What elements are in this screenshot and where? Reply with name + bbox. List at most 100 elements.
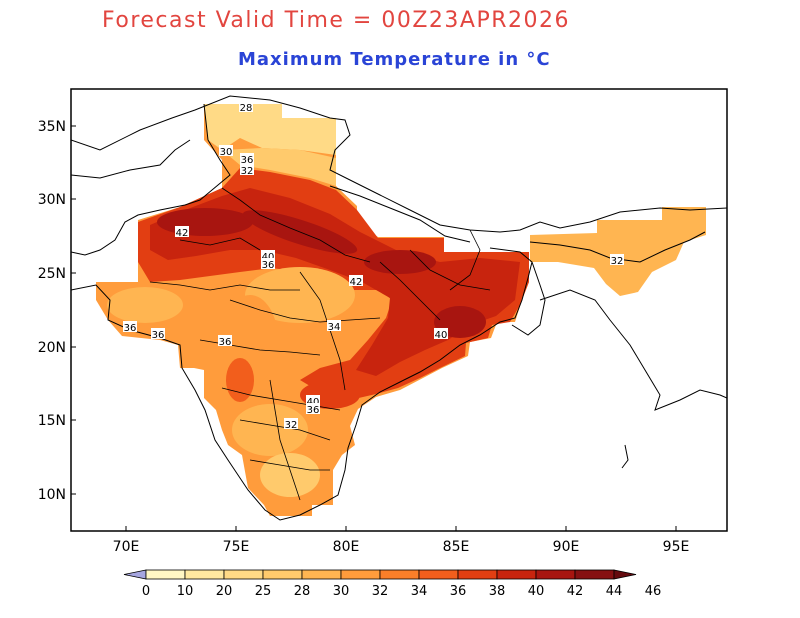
colorbar-swatch (418, 569, 459, 580)
contour-label: 42 (349, 275, 363, 288)
colorbar-tick-label: 0 (142, 584, 150, 599)
colorbar-swatch (340, 569, 381, 580)
field-cool-pocket (232, 404, 308, 456)
contour-label-text: 40 (435, 330, 448, 341)
field-hotter-core (150, 188, 520, 376)
field-cool-pocket (245, 267, 355, 323)
contour-label-text: 36 (241, 155, 254, 166)
colorbar-tick-label: 42 (567, 584, 584, 599)
lat-label: 15N (38, 413, 66, 429)
colorbar-tick-label: 36 (450, 584, 467, 599)
contour-label-text: 36 (124, 323, 137, 334)
contour-label: 36 (151, 328, 165, 341)
colorbar-tick-label: 10 (177, 584, 194, 599)
island-coast (621, 444, 629, 469)
contour-label-text: 34 (328, 322, 341, 333)
contour-label: 34 (327, 320, 341, 333)
contour-label: 36 (240, 153, 254, 166)
contour-label: 36 (123, 321, 137, 334)
colorbar-tick-label: 28 (294, 584, 311, 599)
lon-label: 70E (113, 539, 140, 555)
colorbar-tick-label: 44 (606, 584, 623, 599)
lat-label: 35N (38, 119, 66, 135)
lon-label: 75E (223, 539, 250, 555)
colorbar: 0 10 20 25 28 30 32 34 36 38 40 42 44 46 (123, 569, 662, 599)
field-hottest-patch (157, 208, 253, 236)
field-hottest-patch (364, 250, 436, 274)
colorbar-tick-label: 46 (645, 584, 662, 599)
contour-label-text: 32 (285, 420, 298, 431)
contour-label: 42 (175, 226, 189, 239)
field-warm-pocket (226, 358, 254, 402)
contour-label-text: 36 (219, 337, 232, 348)
colorbar-tick-label: 34 (411, 584, 428, 599)
coastline-west (71, 261, 533, 521)
field-cool-pocket (260, 453, 320, 497)
colorbar-tick-label: 30 (333, 584, 350, 599)
lon-label: 95E (663, 539, 690, 555)
contour-label-text: 36 (262, 260, 275, 271)
forecast-title: Forecast Valid Time = 00Z23APR2026 (102, 8, 571, 33)
lon-label: 80E (333, 539, 360, 555)
contour-label: 32 (284, 418, 298, 431)
contour-label-text: 32 (241, 166, 254, 177)
contour-label-text: 32 (611, 256, 624, 267)
colorbar-swatch (145, 569, 186, 580)
lat-axis: 35N 30N 25N 20N 15N 10N (38, 119, 66, 503)
axis-ticks (71, 125, 677, 531)
contour-label-text: 40 (307, 397, 320, 408)
contour-label-text: 40 (262, 252, 275, 263)
colorbar-cap-right (613, 569, 637, 580)
contour-label-text: 28 (240, 103, 253, 114)
contour-label: 40 (261, 250, 275, 263)
boundary-bangladesh (489, 247, 546, 336)
field-northeast (530, 207, 706, 296)
lat-label: 25N (38, 266, 66, 282)
contour-label-text: 42 (350, 277, 363, 288)
boundary-ne-states (529, 231, 706, 263)
contour-label: 36 (261, 258, 275, 271)
contour-label: 36 (306, 403, 320, 416)
boundaries (71, 95, 727, 521)
contour-label-text: 36 (152, 330, 165, 341)
colorbar-swatch (535, 569, 576, 580)
colorbar-swatch (574, 569, 615, 580)
lat-label: 30N (38, 192, 66, 208)
colorbar-tick-label: 25 (255, 584, 272, 599)
map-frame (70, 88, 728, 532)
colorbar-swatch (379, 569, 420, 580)
contour-label-text: 36 (307, 405, 320, 416)
contour-label-text: 42 (176, 228, 189, 239)
subtitle: Maximum Temperature in °C (238, 49, 551, 70)
boundary-afg (71, 139, 191, 179)
colorbar-tick-label: 38 (489, 584, 506, 599)
colorbar-swatch (223, 569, 264, 580)
boundary-pak (71, 103, 231, 256)
lon-axis: 70E 75E 80E 85E 90E 95E (113, 539, 690, 555)
field-north-cool (204, 104, 336, 155)
field-cool-pocket (107, 287, 183, 323)
colorbar-swatch (184, 569, 225, 580)
colorbar-tick-label: 32 (372, 584, 389, 599)
colorbar-swatch (301, 569, 342, 580)
temperature-field (96, 104, 706, 516)
boundary-nepal (329, 185, 471, 243)
colorbar-tick-label: 20 (216, 584, 233, 599)
lon-label: 85E (443, 539, 470, 555)
contour-label: 32 (240, 164, 254, 177)
contour-label: 40 (434, 328, 448, 341)
boundary-myanmar (539, 289, 727, 411)
lat-label: 20N (38, 340, 66, 356)
contour-label: 30 (219, 145, 233, 158)
colorbar-tick-label: 40 (528, 584, 545, 599)
contour-label: 36 (218, 335, 232, 348)
colorbar-swatch (262, 569, 303, 580)
contour-label-text: 30 (220, 147, 233, 158)
colorbar-swatch (496, 569, 537, 580)
contour-label: 32 (610, 254, 624, 267)
colorbar-cap-left (123, 569, 147, 580)
contour-label: 40 (306, 395, 320, 408)
lon-label: 90E (553, 539, 580, 555)
